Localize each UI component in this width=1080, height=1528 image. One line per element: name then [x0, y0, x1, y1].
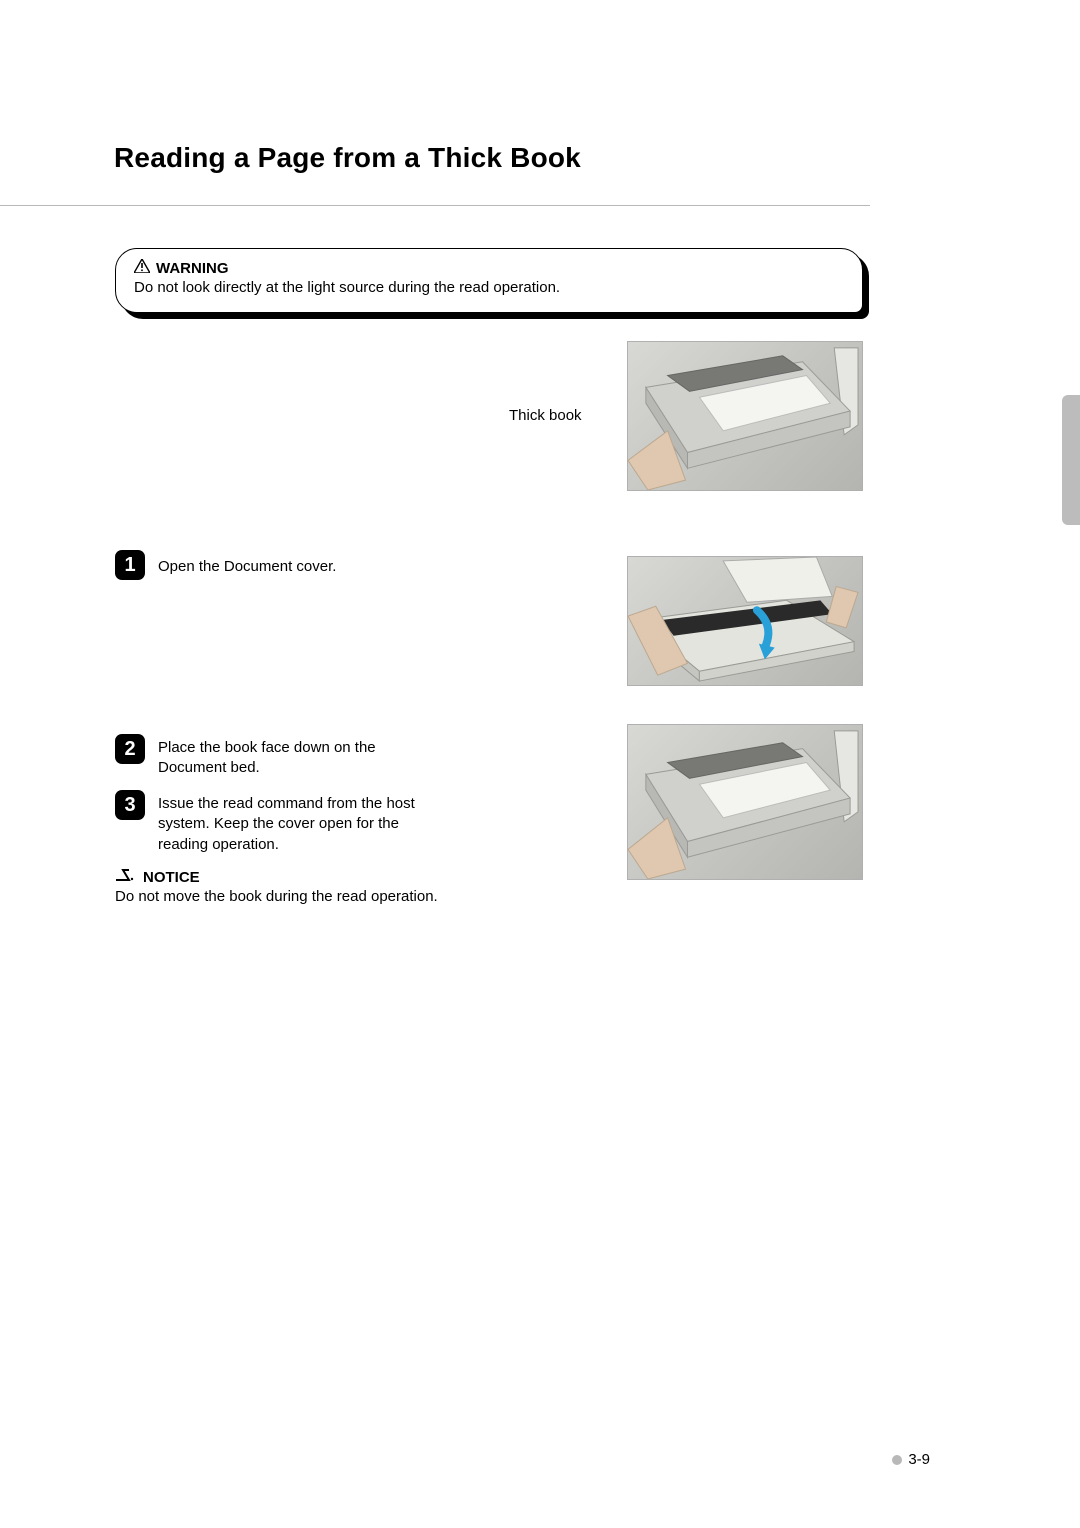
section-tab [1062, 395, 1080, 525]
warning-label: WARNING [156, 260, 229, 277]
warning-box: WARNING Do not look directly at the ligh… [115, 248, 863, 313]
figure-place-book [627, 724, 863, 880]
title-rule [0, 205, 870, 206]
page-title: Reading a Page from a Thick Book [114, 142, 581, 174]
page-number-text: 3-9 [908, 1451, 930, 1468]
notice-icon [115, 868, 137, 886]
step-badge-1: 1 [115, 550, 145, 580]
step-text-1: Open the Document cover. [158, 557, 336, 577]
notice-label: NOTICE [143, 869, 200, 886]
notice-heading: NOTICE [115, 868, 200, 886]
warning-text: Do not look directly at the light source… [134, 279, 844, 296]
step-text-3: Issue the read command from the host sys… [158, 794, 418, 855]
thickbook-callout-label: Thick book [509, 407, 582, 424]
figure-thickbook [627, 341, 863, 491]
step-text-2: Place the book face down on the Document… [158, 738, 418, 779]
step-badge-2: 2 [115, 734, 145, 764]
page-number-bullet [892, 1455, 902, 1465]
figure-open-cover [627, 556, 863, 686]
page-number: 3-9 [892, 1451, 930, 1468]
warning-icon [134, 259, 150, 277]
step-badge-3: 3 [115, 790, 145, 820]
notice-text: Do not move the book during the read ope… [115, 888, 438, 905]
